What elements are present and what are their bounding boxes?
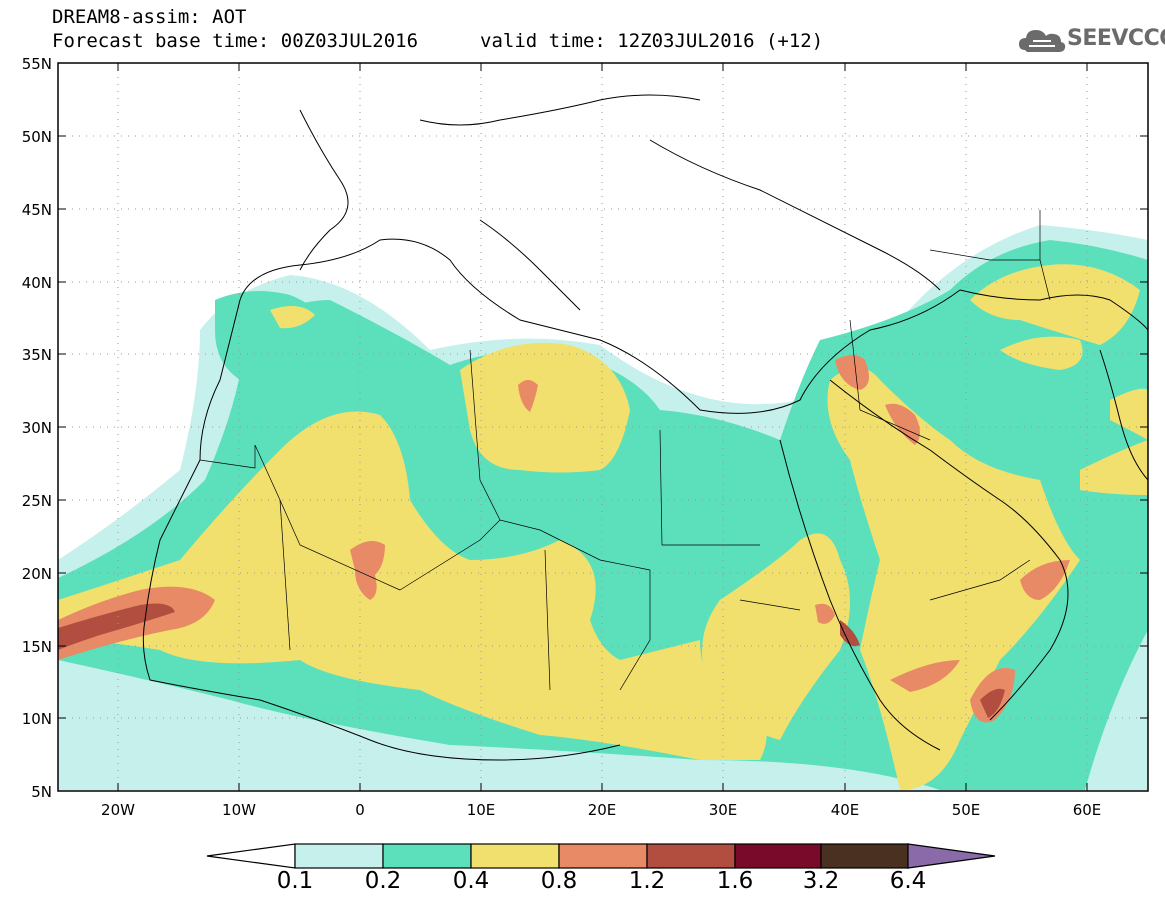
colorbar-label: 0.1	[276, 868, 314, 894]
colorbar-label: 0.4	[452, 868, 490, 894]
lon-label: 30E	[708, 801, 738, 819]
colorbar-arrow-high	[907, 843, 996, 869]
valid-time: valid time: 12Z03JUL2016 (+12)	[480, 30, 824, 52]
axis-ticks	[58, 62, 1148, 792]
lat-label: 10N	[21, 710, 52, 728]
coastlines	[142, 94, 1148, 761]
colorbar-label: 1.2	[628, 868, 666, 894]
colorbar-swatch-3-2	[820, 843, 909, 869]
lon-label: 50E	[951, 801, 981, 819]
aot-field	[58, 225, 1148, 790]
lon-label: 20W	[101, 801, 135, 819]
lat-label: 50N	[21, 128, 52, 146]
colorbar	[206, 843, 996, 869]
aot-level-0-4	[58, 264, 1148, 790]
lat-label: 55N	[21, 55, 52, 73]
lat-label: 20N	[21, 565, 52, 583]
country-borders	[199, 210, 1051, 691]
graticule	[58, 63, 1148, 791]
lon-label: 20E	[587, 801, 617, 819]
colorbar-swatch-0-8	[558, 843, 648, 869]
colorbar-label: 3.2	[802, 868, 840, 894]
lat-label: 30N	[21, 419, 52, 437]
lat-label: 15N	[21, 638, 52, 656]
colorbar-arrow-low	[206, 843, 296, 869]
lat-label: 5N	[31, 783, 52, 801]
lon-label: 60E	[1072, 801, 1102, 819]
colorbar-swatch-0-4	[470, 843, 560, 869]
colorbar-label: 1.6	[716, 868, 754, 894]
colorbar-label: 0.2	[364, 868, 402, 894]
lat-label: 40N	[21, 274, 52, 292]
lat-label: 35N	[21, 346, 52, 364]
colorbar-swatch-1-6	[734, 843, 822, 869]
lat-label: 25N	[21, 492, 52, 510]
lon-label: 40E	[830, 801, 860, 819]
colorbar-label: 6.4	[889, 868, 927, 894]
logo-text: SEEVCCC	[1067, 26, 1165, 51]
seevccc-logo: SEEVCCC	[1017, 22, 1165, 58]
map-title: DREAM8-assim: AOT	[52, 6, 247, 28]
lon-label: 10W	[222, 801, 256, 819]
colorbar-swatch-0-1	[294, 843, 384, 869]
colorbar-swatch-0-2	[382, 843, 472, 869]
colorbar-swatch-1-2	[646, 843, 736, 869]
lon-label: 10E	[466, 801, 496, 819]
colorbar-label: 0.8	[540, 868, 578, 894]
lon-label: 0	[355, 801, 365, 819]
lat-label: 45N	[21, 201, 52, 219]
forecast-base-time: Forecast base time: 00Z03JUL2016	[52, 30, 419, 52]
cloud-icon	[1019, 30, 1066, 52]
